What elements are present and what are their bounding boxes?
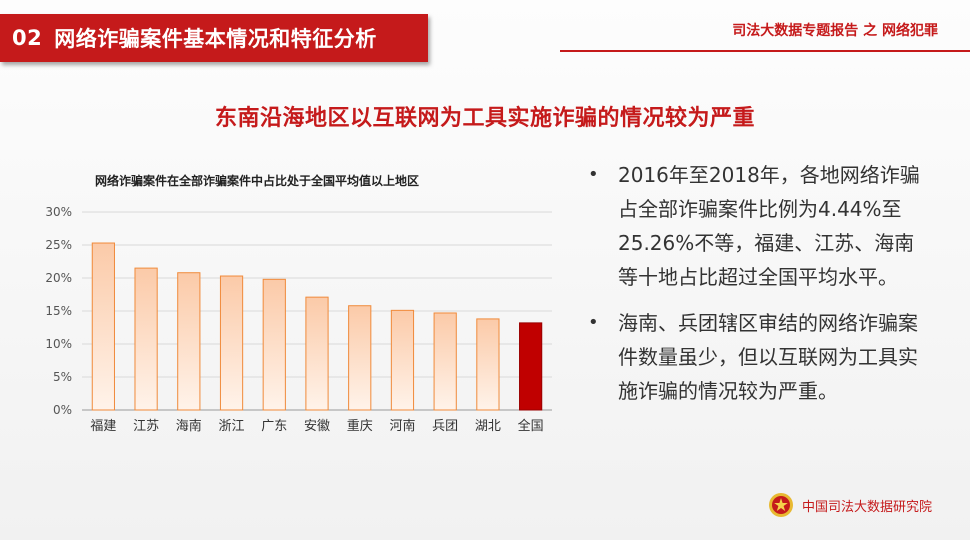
section-header: 02 网络诈骗案件基本情况和特征分析 (0, 14, 428, 62)
footer-org: 中国司法大数据研究院 (801, 499, 932, 515)
y-tick-label: 5% (53, 370, 72, 384)
bullet-item: • 2016年至2018年，各地网络诈骗占全部诈骗案件比例为4.44%至25.2… (588, 158, 928, 294)
x-tick-label: 重庆 (347, 418, 373, 434)
bar-region (390, 309, 415, 411)
x-tick-label: 河南 (389, 418, 415, 434)
bullet-marker: • (588, 312, 599, 333)
x-tick-label: 全国 (518, 418, 544, 434)
x-tick-label: 安徽 (304, 419, 330, 434)
bullet-text: 海南、兵团辖区审结的网络诈骗案件数量虽少，但以互联网为工具实施诈骗的情况较为严重… (618, 311, 918, 403)
bar-region (305, 296, 329, 411)
bar-region (476, 318, 500, 411)
bar-region (91, 242, 115, 411)
bar-region (177, 272, 201, 411)
court-emblem-icon (768, 493, 793, 517)
footer: 中国司法大数据研究院 (768, 492, 932, 518)
x-tick-label: 江苏 (133, 418, 159, 434)
headline: 东南沿海地区以互联网为工具实施诈骗的情况较为严重 (214, 106, 755, 131)
x-tick-label: 浙江 (219, 419, 245, 434)
bullet-text: 2016年至2018年，各地网络诈骗占全部诈骗案件比例为4.44%至25.26%… (618, 163, 920, 289)
report-title: 司法大数据专题报告 之 网络犯罪 (732, 23, 938, 39)
bar-region (219, 275, 244, 411)
header-divider (560, 50, 970, 52)
bar-region (433, 312, 457, 411)
bar-region (348, 305, 372, 411)
bar-region (262, 278, 286, 411)
y-tick-label: 0% (53, 403, 72, 417)
x-tick-label: 海南 (176, 418, 202, 434)
y-tick-label: 20% (45, 271, 72, 285)
x-tick-label: 湖北 (475, 419, 501, 434)
chart-title: 网络诈骗案件在全部诈骗案件中占比处于全国平均值以上地区 (95, 174, 420, 188)
y-tick-label: 25% (45, 238, 72, 252)
bullet-marker: • (588, 164, 599, 185)
bar-chart-svg: 0% 5% 10% 15% 20% 25% 30% 福建 江苏 海南 浙江 广东 安徽 重庆 河南 兵团 湖北 全… (45, 205, 552, 434)
y-tick-label: 10% (45, 337, 72, 351)
section-title: 网络诈骗案件基本情况和特征分析 (54, 27, 377, 51)
y-tick-label: 15% (45, 304, 72, 318)
x-tick-label: 兵团 (432, 419, 458, 434)
bullet-list: • 2016年至2018年，各地网络诈骗占全部诈骗案件比例为4.44%至25.2… (588, 158, 928, 420)
x-tick-label: 福建 (90, 419, 116, 434)
bar-chart: 0% 5% 10% 15% 20% 25% 30% 福建 江苏 海南 浙江 广东 安徽 重庆 河南 兵团 湖北 全… (0, 160, 570, 460)
x-tick-label: 广东 (261, 419, 287, 434)
section-number: 02 (12, 26, 43, 50)
bullet-item: • 海南、兵团辖区审结的网络诈骗案件数量虽少，但以互联网为工具实施诈骗的情况较为… (588, 306, 928, 408)
y-tick-label: 30% (45, 205, 72, 219)
bar-national (519, 322, 543, 411)
bar-region (134, 267, 158, 411)
